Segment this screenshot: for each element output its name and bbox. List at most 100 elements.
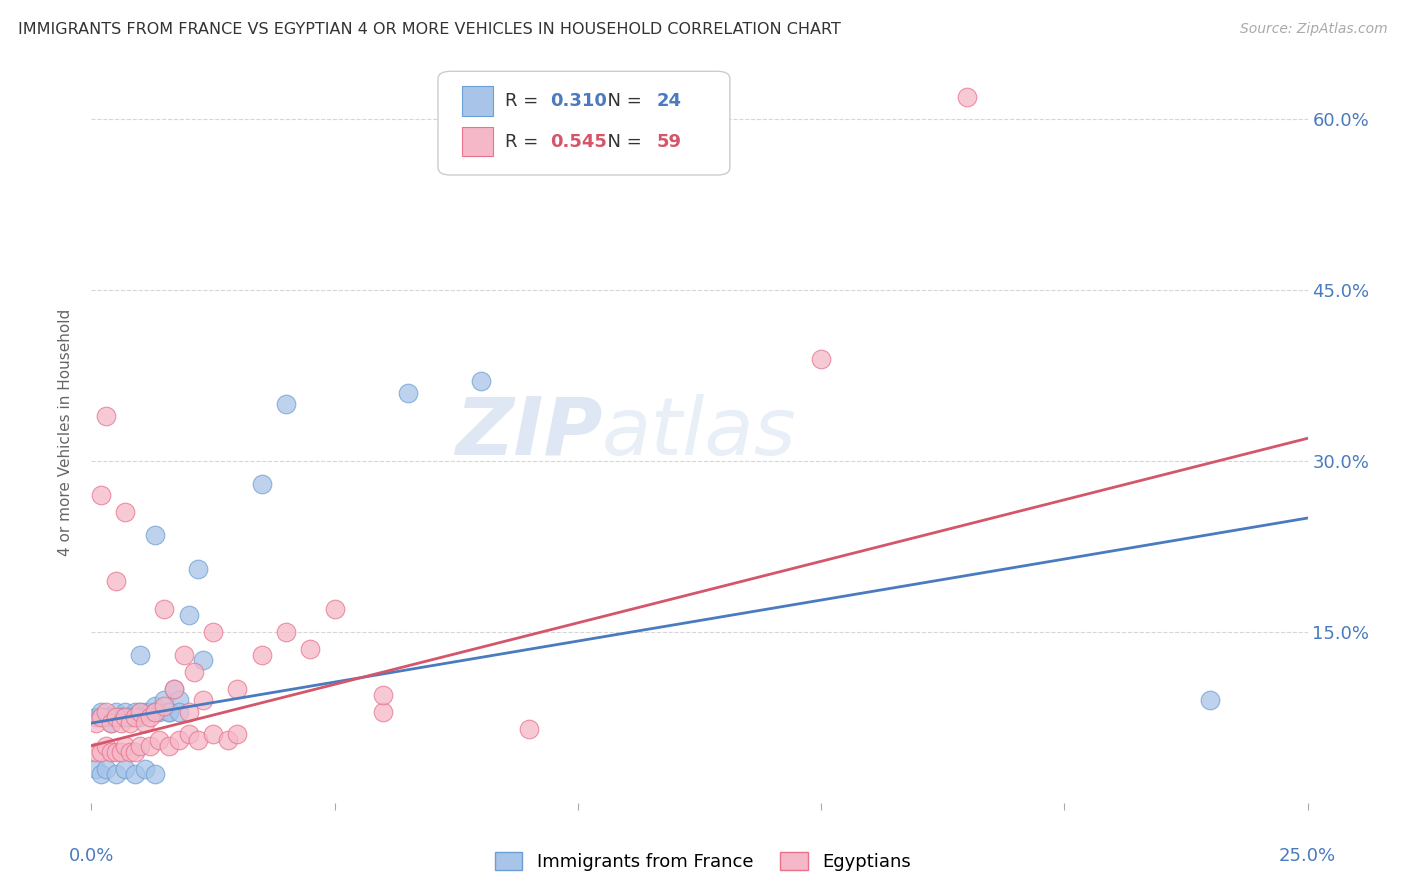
Point: [104, 767, 127, 781]
Point: [299, 642, 322, 657]
Point: [250, 476, 273, 491]
Bar: [463, 87, 492, 116]
Point: [124, 710, 146, 724]
Point: [187, 562, 209, 576]
Text: 24: 24: [657, 92, 682, 110]
Point: [193, 653, 215, 667]
Point: [1199, 693, 1222, 707]
Text: Source: ZipAtlas.com: Source: ZipAtlas.com: [1240, 22, 1388, 37]
Point: [323, 602, 346, 616]
Text: 59: 59: [657, 133, 682, 151]
Point: [120, 716, 142, 731]
Point: [90, 488, 112, 502]
Point: [167, 705, 190, 719]
Point: [100, 745, 122, 759]
Point: [153, 602, 176, 616]
Point: [84, 716, 107, 731]
Point: [90, 767, 112, 781]
Point: [187, 733, 209, 747]
Text: N =: N =: [596, 133, 648, 151]
Point: [143, 705, 166, 719]
Point: [177, 607, 200, 622]
Point: [110, 745, 132, 759]
Text: R =: R =: [505, 92, 544, 110]
Text: 0.0%: 0.0%: [69, 847, 114, 865]
Point: [124, 745, 146, 759]
Point: [163, 681, 186, 696]
Point: [193, 693, 215, 707]
Point: [148, 705, 170, 719]
Point: [143, 528, 166, 542]
Point: [202, 727, 225, 741]
Point: [274, 624, 297, 639]
Point: [396, 385, 419, 400]
Text: IMMIGRANTS FROM FRANCE VS EGYPTIAN 4 OR MORE VEHICLES IN HOUSEHOLD CORRELATION C: IMMIGRANTS FROM FRANCE VS EGYPTIAN 4 OR …: [18, 22, 841, 37]
Point: [84, 710, 107, 724]
Point: [129, 705, 152, 719]
Point: [167, 733, 190, 747]
Point: [120, 710, 142, 724]
Point: [226, 681, 249, 696]
Text: 0.545: 0.545: [550, 133, 607, 151]
Point: [110, 710, 132, 724]
Point: [183, 665, 205, 679]
FancyBboxPatch shape: [439, 71, 730, 175]
Point: [470, 375, 492, 389]
Text: atlas: atlas: [602, 393, 797, 472]
Point: [114, 505, 136, 519]
Point: [129, 739, 152, 753]
Point: [110, 716, 132, 731]
Point: [202, 624, 225, 639]
Point: [94, 710, 117, 724]
Text: 25.0%: 25.0%: [1279, 847, 1336, 865]
Point: [134, 762, 156, 776]
Point: [114, 710, 136, 724]
Point: [139, 705, 162, 719]
Point: [129, 648, 152, 662]
Text: 0.310: 0.310: [550, 92, 607, 110]
Point: [274, 397, 297, 411]
Point: [139, 739, 162, 753]
Bar: [463, 127, 492, 156]
Point: [134, 705, 156, 719]
Point: [94, 409, 117, 423]
Point: [114, 739, 136, 753]
Text: ZIP: ZIP: [454, 393, 602, 472]
Point: [143, 767, 166, 781]
Legend: R =  0.310   N = 24, R =  0.545   N = 59: R = 0.310 N = 24, R = 0.545 N = 59: [422, 57, 661, 126]
Point: [120, 710, 142, 724]
Point: [217, 733, 239, 747]
Point: [157, 705, 180, 719]
Point: [104, 574, 127, 588]
Point: [120, 745, 142, 759]
Point: [104, 705, 127, 719]
Point: [104, 710, 127, 724]
Point: [173, 648, 195, 662]
Point: [90, 705, 112, 719]
Point: [90, 745, 112, 759]
Point: [90, 710, 112, 724]
Y-axis label: 4 or more Vehicles in Household: 4 or more Vehicles in Household: [58, 309, 73, 557]
Text: N =: N =: [596, 92, 648, 110]
Point: [129, 710, 152, 724]
Point: [84, 745, 107, 759]
Point: [956, 89, 979, 103]
Point: [84, 762, 107, 776]
Point: [114, 705, 136, 719]
Point: [163, 681, 186, 696]
Point: [134, 716, 156, 731]
Point: [100, 716, 122, 731]
Point: [124, 705, 146, 719]
Point: [110, 710, 132, 724]
Point: [153, 693, 176, 707]
Point: [167, 693, 190, 707]
Point: [250, 648, 273, 662]
Point: [94, 762, 117, 776]
Point: [129, 705, 152, 719]
Point: [517, 722, 540, 736]
Point: [104, 745, 127, 759]
Point: [148, 733, 170, 747]
Point: [373, 705, 395, 719]
Point: [139, 710, 162, 724]
Point: [124, 767, 146, 781]
